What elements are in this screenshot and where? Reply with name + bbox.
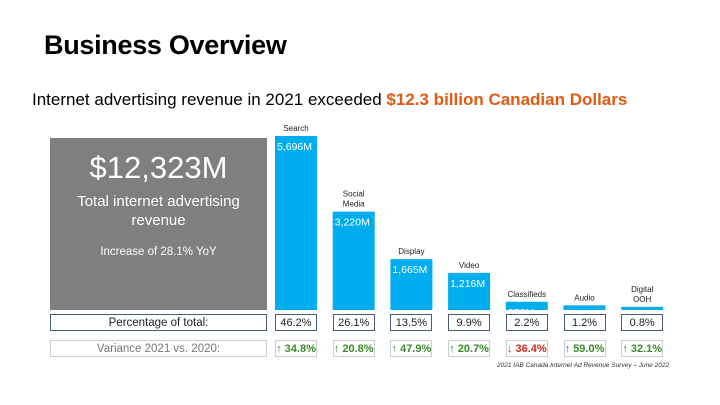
category-label: Search	[283, 124, 308, 133]
category-label: Display	[398, 247, 424, 256]
variance-cell: ↑ 34.8%	[275, 340, 317, 357]
variance-row-label: Variance 2021 vs. 2020:	[50, 340, 267, 357]
kpi-value: $12,323M	[89, 150, 228, 185]
kpi-sub: Increase of 28.1% YoY	[100, 246, 217, 258]
page-title: Business Overview	[44, 30, 287, 60]
bar-value-label: 1,216M	[450, 278, 485, 290]
subtitle-highlight: $12.3 billion Canadian Dollars	[386, 90, 628, 109]
source-note: 2021 IAB Canada Internet Ad Revenue Surv…	[497, 362, 670, 369]
category-label: Classifieds	[507, 290, 546, 299]
percent-cell: 1.2%	[563, 314, 606, 331]
category-label: Digital	[631, 285, 653, 294]
kpi-box: $12,323M Total internet advertising reve…	[50, 138, 267, 310]
percent-cell: 26.1%	[332, 314, 375, 331]
bar-value-label: 3,220M	[335, 217, 370, 229]
variance-cell: ↑ 59.0%	[563, 340, 606, 357]
percent-cell: 46.2%	[275, 314, 317, 331]
category-label: Audio	[574, 293, 595, 302]
category-label: OOH	[633, 295, 651, 304]
percent-cell: 13.5%	[390, 314, 433, 331]
chart-bar	[332, 211, 375, 310]
percent-cell: 9.9%	[448, 314, 491, 331]
chart-bar	[275, 136, 317, 310]
category-label: Video	[459, 261, 480, 270]
chart-bar	[563, 305, 606, 310]
chart-bar	[505, 301, 548, 310]
category-label: Social	[343, 190, 365, 199]
percent-cell: 2.2%	[505, 314, 548, 331]
variance-cell: ↑ 32.1%	[621, 340, 664, 357]
chart-bar	[621, 306, 664, 310]
percentage-row-label: Percentage of total:	[50, 314, 267, 331]
chart-bar	[390, 259, 433, 310]
chart-bar	[448, 272, 491, 310]
variance-cell: ↑ 20.7%	[448, 340, 491, 357]
variance-cell: ↑ 47.9%	[390, 340, 433, 357]
percent-cell: 0.8%	[621, 314, 664, 331]
variance-cell: ↓ 36.4%	[505, 340, 548, 357]
subtitle: Internet advertising revenue in 2021 exc…	[32, 90, 627, 110]
bar-value-label: 1,665M	[392, 264, 427, 276]
subtitle-prefix: Internet advertising revenue in 2021 exc…	[32, 90, 387, 109]
variance-cell: ↑ 20.8%	[332, 340, 375, 357]
bar-value-label: 5,696M	[277, 141, 312, 153]
kpi-label: Total internet advertising revenue	[77, 193, 240, 229]
category-label: Media	[343, 200, 365, 209]
